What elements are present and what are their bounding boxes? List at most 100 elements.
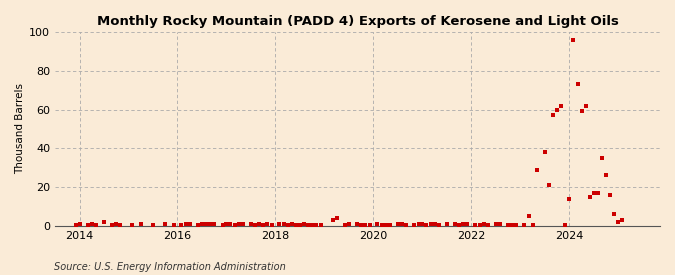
Point (115, 223, 126, 227)
Point (417, 222, 428, 226)
Point (384, 223, 395, 227)
Point (356, 223, 367, 227)
Point (564, 197, 575, 201)
Point (205, 222, 216, 226)
Point (278, 222, 289, 226)
Point (82, 223, 93, 227)
Point (294, 223, 305, 227)
Point (176, 223, 187, 227)
Point (107, 223, 117, 227)
Point (421, 223, 432, 227)
Point (234, 222, 244, 226)
Point (352, 222, 362, 226)
Point (372, 222, 383, 226)
Point (560, 223, 571, 227)
Point (380, 223, 391, 227)
Point (86, 222, 97, 226)
Point (331, 216, 342, 220)
Point (454, 223, 464, 227)
Point (315, 223, 326, 227)
Point (551, 107, 562, 112)
Point (572, 82, 583, 87)
Point (258, 223, 269, 227)
Point (601, 173, 612, 178)
Point (548, 113, 559, 117)
Point (209, 222, 219, 226)
Point (70, 223, 81, 227)
Point (160, 222, 171, 226)
Point (310, 223, 321, 227)
Point (470, 223, 481, 227)
Point (393, 222, 404, 226)
Point (408, 223, 419, 227)
Point (136, 222, 146, 226)
Point (593, 191, 603, 195)
Point (441, 222, 452, 226)
Point (617, 218, 628, 222)
Point (425, 222, 436, 226)
Point (74, 222, 85, 226)
Point (274, 222, 285, 226)
Point (200, 222, 211, 226)
Point (344, 222, 354, 226)
Point (503, 223, 514, 227)
Point (360, 223, 371, 227)
Point (286, 222, 297, 226)
Point (377, 223, 387, 227)
Point (230, 223, 240, 227)
Point (523, 214, 534, 218)
Point (217, 223, 228, 227)
Point (475, 223, 485, 227)
Point (462, 222, 473, 226)
Point (225, 222, 236, 226)
Point (482, 223, 493, 227)
Point (507, 223, 518, 227)
Point (597, 156, 608, 160)
Point (479, 222, 489, 226)
Point (585, 195, 595, 199)
Point (298, 222, 309, 226)
Point (613, 220, 624, 224)
Point (99, 220, 109, 224)
Point (396, 222, 407, 226)
Point (168, 223, 179, 227)
Point (254, 222, 265, 226)
Point (589, 191, 599, 195)
Point (221, 222, 232, 226)
Point (429, 222, 440, 226)
Point (609, 212, 620, 216)
Point (307, 223, 318, 227)
Point (237, 222, 248, 226)
Point (291, 223, 302, 227)
Point (568, 37, 578, 42)
Point (531, 167, 542, 172)
Point (192, 223, 203, 227)
Point (543, 183, 554, 187)
Text: Source: U.S. Energy Information Administration: Source: U.S. Energy Information Administ… (54, 262, 286, 272)
Point (450, 222, 460, 226)
Point (556, 103, 566, 108)
Point (413, 222, 424, 226)
Point (327, 218, 338, 222)
Point (148, 223, 159, 227)
Point (180, 222, 191, 226)
Point (527, 223, 538, 227)
Point (303, 223, 314, 227)
Point (246, 222, 256, 226)
Point (196, 222, 207, 226)
Point (605, 193, 616, 197)
Point (491, 222, 502, 226)
Point (401, 223, 412, 227)
Point (539, 150, 550, 154)
Point (580, 103, 591, 108)
Point (282, 223, 293, 227)
Point (519, 223, 530, 227)
Point (576, 109, 587, 114)
Point (511, 223, 522, 227)
Point (494, 222, 505, 226)
Point (458, 222, 468, 226)
Point (127, 223, 138, 227)
Point (266, 223, 277, 227)
Point (184, 222, 195, 226)
Point (340, 223, 350, 227)
